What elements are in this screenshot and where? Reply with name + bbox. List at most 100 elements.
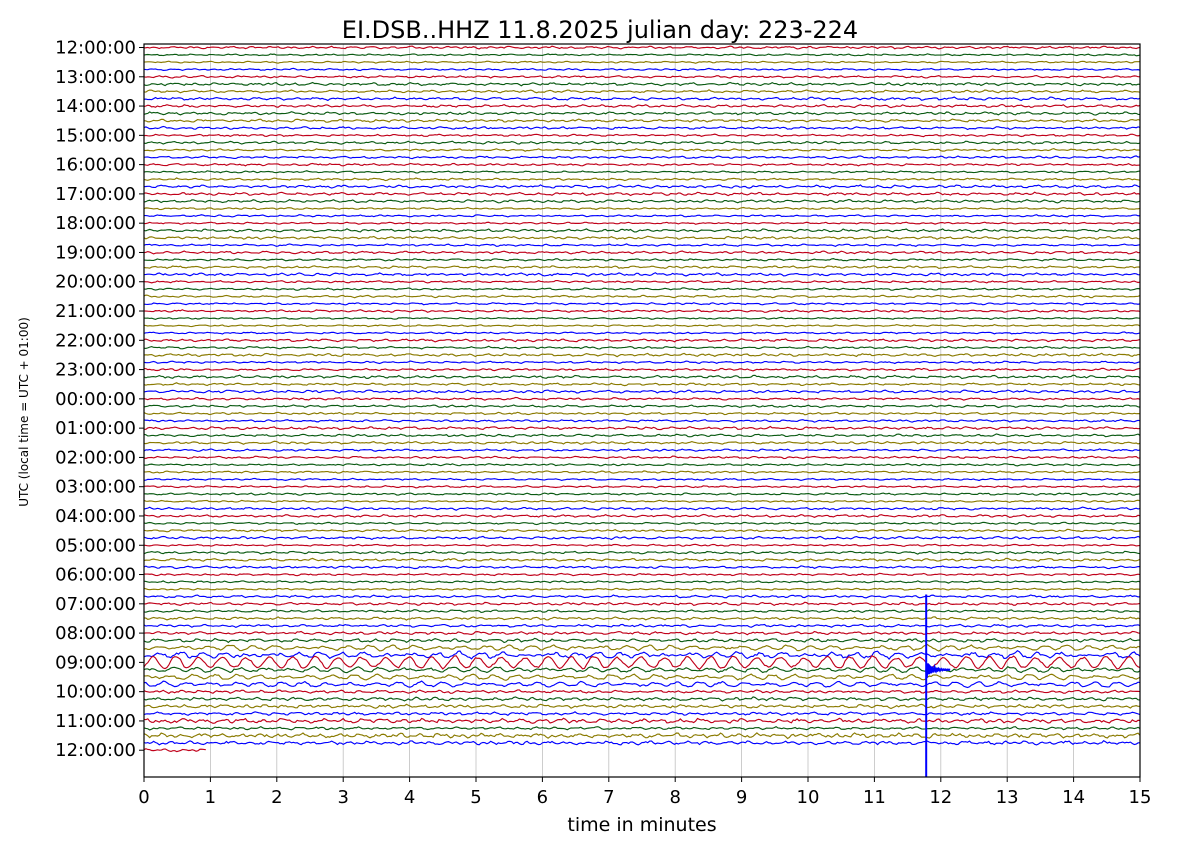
y-tick-label: 06:00:00 [55, 565, 136, 586]
trace-77 [143, 609, 1141, 614]
trace-57 [143, 463, 1141, 467]
grid [209, 44, 1074, 777]
y-tick-label: 02:00:00 [55, 447, 136, 468]
trace-62 [143, 499, 1141, 504]
trace-67 [143, 535, 1141, 541]
trace-17 [143, 170, 1141, 174]
trace-23 [143, 214, 1140, 218]
trace-88 [143, 689, 1141, 695]
trace-10 [143, 118, 1141, 123]
trace-44 [143, 367, 1141, 372]
trace-78 [143, 616, 1141, 621]
y-tick-label: 15:00:00 [55, 125, 136, 146]
trace-60 [143, 484, 1141, 489]
y-tick-label: 05:00:00 [55, 535, 136, 556]
trace-95 [143, 740, 1141, 746]
trace-25 [143, 228, 1141, 233]
trace-0 [143, 45, 1141, 50]
x-tick-label: 6 [537, 787, 548, 808]
trace-70 [143, 557, 1141, 563]
trace-54 [143, 440, 1141, 445]
y-tick-label: 22:00:00 [55, 330, 136, 351]
plot-frame [143, 43, 1141, 778]
trace-20 [143, 191, 1141, 197]
trace-36 [143, 309, 1141, 313]
trace-52 [143, 425, 1141, 431]
y-tick-label: 12:00:00 [55, 38, 136, 59]
y-tick-label: 04:00:00 [55, 506, 136, 527]
trace-19 [143, 184, 1141, 189]
trace-50 [143, 411, 1141, 416]
trace-39 [143, 331, 1141, 335]
trace-4 [143, 74, 1141, 79]
trace-6 [143, 89, 1141, 94]
trace-38 [143, 324, 1141, 328]
trace-94 [143, 732, 1141, 740]
y-tick-label: 14:00:00 [55, 96, 136, 117]
trace-46 [143, 382, 1141, 387]
y-tick-label: 07:00:00 [55, 594, 136, 615]
trace-32 [143, 279, 1141, 284]
trace-96 [143, 748, 206, 753]
trace-42 [143, 352, 1141, 358]
trace-56 [143, 455, 1141, 460]
trace-35 [143, 301, 1141, 306]
trace-48 [143, 396, 1141, 401]
trace-71 [143, 565, 1141, 570]
trace-9 [143, 111, 1141, 116]
x-tick-label: 3 [337, 787, 348, 808]
x-tick-label: 7 [603, 787, 614, 808]
x-tick-label: 8 [669, 787, 680, 808]
trace-84 [143, 655, 1141, 671]
trace-15 [143, 155, 1141, 160]
trace-13 [143, 140, 1141, 145]
trace-80 [143, 630, 1141, 636]
trace-81 [143, 637, 1141, 644]
seismic-traces [143, 45, 1141, 753]
trace-51 [143, 418, 1141, 423]
trace-65 [143, 521, 1141, 526]
trace-79 [143, 623, 1141, 628]
y-tick-label: 00:00:00 [55, 389, 136, 410]
chart-title: EI.DSB..HHZ 11.8.2025 julian day: 223-22… [342, 16, 858, 44]
trace-22 [143, 206, 1141, 211]
trace-92 [143, 717, 1141, 725]
trace-68 [143, 543, 1141, 547]
trace-34 [143, 294, 1141, 299]
trace-73 [143, 580, 1141, 584]
trace-2 [143, 60, 1141, 64]
trace-27 [143, 243, 1141, 248]
x-tick-label: 4 [404, 787, 415, 808]
y-tick-label: 10:00:00 [55, 682, 136, 703]
trace-66 [143, 528, 1141, 533]
x-tick-label: 0 [138, 787, 149, 808]
trace-8 [143, 103, 1141, 109]
trace-1 [143, 53, 1141, 57]
trace-33 [143, 287, 1141, 291]
y-tick-label: 13:00:00 [55, 67, 136, 88]
trace-91 [143, 711, 1141, 716]
trace-74 [143, 587, 1141, 591]
y-tick-label: 21:00:00 [55, 301, 136, 322]
trace-59 [143, 477, 1141, 482]
y-tick-label: 23:00:00 [55, 360, 136, 381]
trace-69 [143, 550, 1141, 555]
trace-7 [143, 96, 1141, 102]
x-tick-label: 9 [736, 787, 747, 808]
x-tick-label: 5 [470, 787, 481, 808]
trace-5 [143, 81, 1141, 87]
x-axis-label: time in minutes [567, 814, 716, 836]
x-tick-label: 10 [797, 787, 820, 808]
trace-64 [143, 513, 1141, 518]
trace-43 [143, 360, 1141, 365]
trace-24 [143, 221, 1141, 225]
x-axis-ticks: 0 1 2 3 4 5 6 7 8 9 10 11 12 13 14 15 [138, 777, 1151, 808]
trace-55 [143, 448, 1141, 452]
y-tick-label: 17:00:00 [55, 184, 136, 205]
trace-53 [143, 433, 1141, 438]
x-tick-label: 11 [863, 787, 886, 808]
trace-31 [143, 272, 1141, 277]
y-tick-label: 12:00:00 [55, 740, 136, 761]
y-tick-label: 16:00:00 [55, 155, 136, 176]
